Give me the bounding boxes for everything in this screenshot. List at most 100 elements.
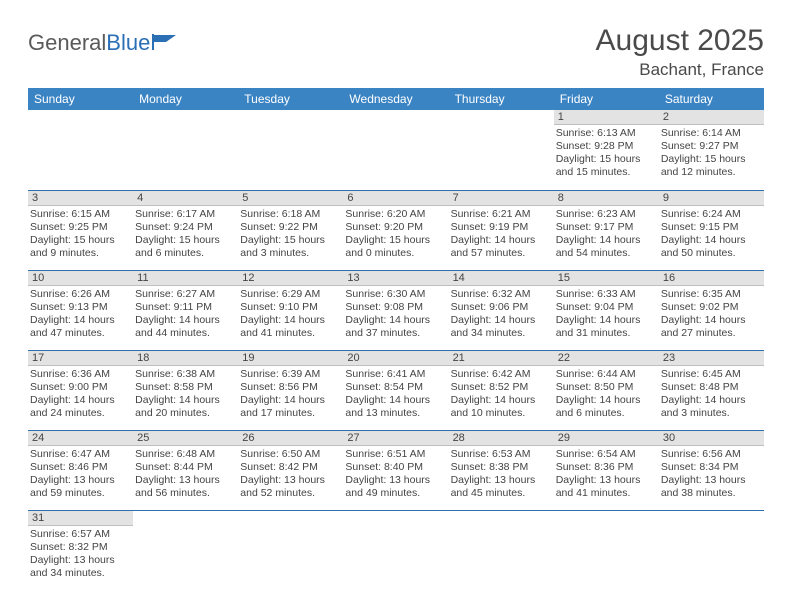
sunset-text: Sunset: 9:19 PM [451, 221, 552, 234]
sunset-text: Sunset: 8:58 PM [135, 381, 236, 394]
daylight-text: Daylight: 15 hours and 3 minutes. [240, 234, 341, 260]
calendar-day-cell: 6Sunrise: 6:20 AMSunset: 9:20 PMDaylight… [343, 190, 448, 270]
day-details: Sunrise: 6:42 AMSunset: 8:52 PMDaylight:… [449, 367, 554, 421]
sunset-text: Sunset: 9:11 PM [135, 301, 236, 314]
sunset-text: Sunset: 8:48 PM [661, 381, 762, 394]
sunrise-text: Sunrise: 6:42 AM [451, 368, 552, 381]
day-number: 19 [238, 351, 343, 366]
calendar-day-cell: 19Sunrise: 6:39 AMSunset: 8:56 PMDayligh… [238, 350, 343, 430]
sunrise-text: Sunrise: 6:41 AM [345, 368, 446, 381]
sunset-text: Sunset: 9:22 PM [240, 221, 341, 234]
calendar-empty-cell [28, 110, 133, 190]
sunset-text: Sunset: 9:27 PM [661, 140, 762, 153]
sunrise-text: Sunrise: 6:57 AM [30, 528, 131, 541]
sunset-text: Sunset: 9:28 PM [556, 140, 657, 153]
sunrise-text: Sunrise: 6:21 AM [451, 208, 552, 221]
day-details: Sunrise: 6:44 AMSunset: 8:50 PMDaylight:… [554, 367, 659, 421]
sunrise-text: Sunrise: 6:36 AM [30, 368, 131, 381]
day-number: 3 [28, 191, 133, 206]
day-number: 22 [554, 351, 659, 366]
sunset-text: Sunset: 9:20 PM [345, 221, 446, 234]
day-details: Sunrise: 6:21 AMSunset: 9:19 PMDaylight:… [449, 207, 554, 261]
sunrise-text: Sunrise: 6:32 AM [451, 288, 552, 301]
calendar-day-cell: 20Sunrise: 6:41 AMSunset: 8:54 PMDayligh… [343, 350, 448, 430]
sunset-text: Sunset: 9:24 PM [135, 221, 236, 234]
weekday-header: Monday [133, 88, 238, 110]
sunrise-text: Sunrise: 6:35 AM [661, 288, 762, 301]
sunrise-text: Sunrise: 6:24 AM [661, 208, 762, 221]
calendar-empty-cell [554, 510, 659, 590]
sunset-text: Sunset: 9:08 PM [345, 301, 446, 314]
day-number: 30 [659, 431, 764, 446]
day-number: 1 [554, 110, 659, 125]
sunrise-text: Sunrise: 6:33 AM [556, 288, 657, 301]
calendar-day-cell: 4Sunrise: 6:17 AMSunset: 9:24 PMDaylight… [133, 190, 238, 270]
daylight-text: Daylight: 13 hours and 34 minutes. [30, 554, 131, 580]
day-details: Sunrise: 6:41 AMSunset: 8:54 PMDaylight:… [343, 367, 448, 421]
calendar-day-cell: 25Sunrise: 6:48 AMSunset: 8:44 PMDayligh… [133, 430, 238, 510]
daylight-text: Daylight: 14 hours and 17 minutes. [240, 394, 341, 420]
sunset-text: Sunset: 8:52 PM [451, 381, 552, 394]
day-number: 29 [554, 431, 659, 446]
day-number: 9 [659, 191, 764, 206]
calendar-day-cell: 31Sunrise: 6:57 AMSunset: 8:32 PMDayligh… [28, 510, 133, 590]
calendar-empty-cell [238, 110, 343, 190]
day-details: Sunrise: 6:56 AMSunset: 8:34 PMDaylight:… [659, 447, 764, 501]
day-details: Sunrise: 6:15 AMSunset: 9:25 PMDaylight:… [28, 207, 133, 261]
calendar-day-cell: 12Sunrise: 6:29 AMSunset: 9:10 PMDayligh… [238, 270, 343, 350]
calendar-empty-cell [133, 510, 238, 590]
calendar-day-cell: 2Sunrise: 6:14 AMSunset: 9:27 PMDaylight… [659, 110, 764, 190]
sunrise-text: Sunrise: 6:23 AM [556, 208, 657, 221]
day-number: 20 [343, 351, 448, 366]
daylight-text: Daylight: 15 hours and 9 minutes. [30, 234, 131, 260]
calendar-empty-cell [659, 510, 764, 590]
header: GeneralBlue August 2025 Bachant, France [28, 24, 764, 80]
daylight-text: Daylight: 14 hours and 50 minutes. [661, 234, 762, 260]
sunrise-text: Sunrise: 6:50 AM [240, 448, 341, 461]
day-details: Sunrise: 6:53 AMSunset: 8:38 PMDaylight:… [449, 447, 554, 501]
calendar-day-cell: 5Sunrise: 6:18 AMSunset: 9:22 PMDaylight… [238, 190, 343, 270]
sunrise-text: Sunrise: 6:51 AM [345, 448, 446, 461]
day-number: 17 [28, 351, 133, 366]
day-details: Sunrise: 6:26 AMSunset: 9:13 PMDaylight:… [28, 287, 133, 341]
calendar-day-cell: 9Sunrise: 6:24 AMSunset: 9:15 PMDaylight… [659, 190, 764, 270]
calendar-day-cell: 24Sunrise: 6:47 AMSunset: 8:46 PMDayligh… [28, 430, 133, 510]
sunrise-text: Sunrise: 6:14 AM [661, 127, 762, 140]
day-number: 4 [133, 191, 238, 206]
sunrise-text: Sunrise: 6:17 AM [135, 208, 236, 221]
day-details: Sunrise: 6:30 AMSunset: 9:08 PMDaylight:… [343, 287, 448, 341]
logo-flag-icon [152, 33, 178, 51]
day-details: Sunrise: 6:14 AMSunset: 9:27 PMDaylight:… [659, 126, 764, 180]
day-details: Sunrise: 6:45 AMSunset: 8:48 PMDaylight:… [659, 367, 764, 421]
calendar-week-row: 17Sunrise: 6:36 AMSunset: 9:00 PMDayligh… [28, 350, 764, 430]
sunrise-text: Sunrise: 6:13 AM [556, 127, 657, 140]
sunrise-text: Sunrise: 6:38 AM [135, 368, 236, 381]
daylight-text: Daylight: 14 hours and 57 minutes. [451, 234, 552, 260]
daylight-text: Daylight: 13 hours and 41 minutes. [556, 474, 657, 500]
sunset-text: Sunset: 9:13 PM [30, 301, 131, 314]
daylight-text: Daylight: 14 hours and 3 minutes. [661, 394, 762, 420]
sunrise-text: Sunrise: 6:54 AM [556, 448, 657, 461]
calendar-day-cell: 23Sunrise: 6:45 AMSunset: 8:48 PMDayligh… [659, 350, 764, 430]
sunset-text: Sunset: 8:40 PM [345, 461, 446, 474]
day-number: 24 [28, 431, 133, 446]
sunrise-text: Sunrise: 6:18 AM [240, 208, 341, 221]
calendar-day-cell: 29Sunrise: 6:54 AMSunset: 8:36 PMDayligh… [554, 430, 659, 510]
sunrise-text: Sunrise: 6:15 AM [30, 208, 131, 221]
sunset-text: Sunset: 9:00 PM [30, 381, 131, 394]
weekday-header: Tuesday [238, 88, 343, 110]
day-number: 12 [238, 271, 343, 286]
calendar-week-row: 3Sunrise: 6:15 AMSunset: 9:25 PMDaylight… [28, 190, 764, 270]
sunrise-text: Sunrise: 6:30 AM [345, 288, 446, 301]
daylight-text: Daylight: 15 hours and 12 minutes. [661, 153, 762, 179]
calendar-day-cell: 30Sunrise: 6:56 AMSunset: 8:34 PMDayligh… [659, 430, 764, 510]
daylight-text: Daylight: 14 hours and 31 minutes. [556, 314, 657, 340]
calendar-day-cell: 13Sunrise: 6:30 AMSunset: 9:08 PMDayligh… [343, 270, 448, 350]
day-details: Sunrise: 6:29 AMSunset: 9:10 PMDaylight:… [238, 287, 343, 341]
logo-word1: General [28, 30, 106, 56]
day-details: Sunrise: 6:54 AMSunset: 8:36 PMDaylight:… [554, 447, 659, 501]
calendar-table: SundayMondayTuesdayWednesdayThursdayFrid… [28, 88, 764, 590]
calendar-day-cell: 27Sunrise: 6:51 AMSunset: 8:40 PMDayligh… [343, 430, 448, 510]
day-details: Sunrise: 6:36 AMSunset: 9:00 PMDaylight:… [28, 367, 133, 421]
daylight-text: Daylight: 14 hours and 13 minutes. [345, 394, 446, 420]
